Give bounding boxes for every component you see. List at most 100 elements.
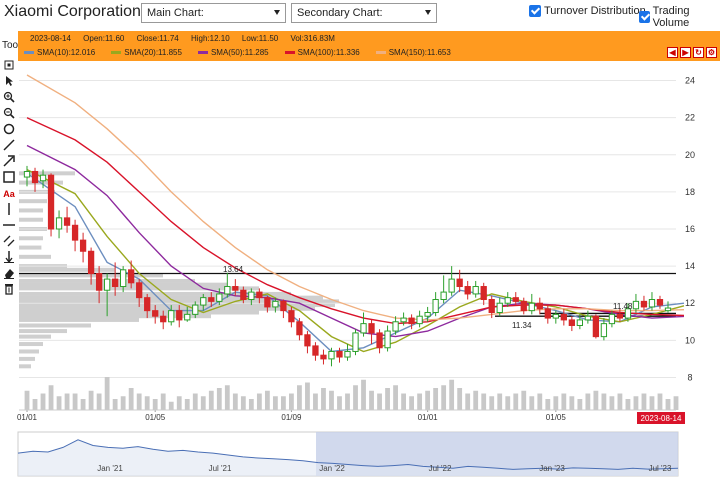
volume-bar <box>345 393 350 410</box>
navigator-tick-label: Jan '23 <box>539 464 565 473</box>
volume-bar <box>657 393 663 410</box>
line-icon[interactable] <box>2 139 16 153</box>
navigator[interactable]: Jan '21 Jul '21 Jan '22 Jul '22 Jan '23 Jul '… <box>17 431 679 477</box>
checkbox-checked-icon[interactable] <box>529 5 541 17</box>
turnover-bar <box>19 356 35 361</box>
y-tick-label: 10 <box>685 335 695 345</box>
turnover-distribution-checkbox[interactable]: Turnover Distribution <box>529 5 646 17</box>
candle-body <box>352 332 359 352</box>
turnover-bar <box>19 364 31 369</box>
circle-icon[interactable] <box>2 123 16 137</box>
horizontal-line-icon[interactable] <box>2 219 16 233</box>
candle-body <box>111 278 119 288</box>
candle-body <box>512 297 519 302</box>
volume-bar <box>633 396 639 410</box>
candle-body <box>23 170 31 178</box>
settings-icon[interactable]: ⚙ <box>706 47 717 58</box>
candle-body <box>200 297 207 306</box>
measure-icon[interactable] <box>2 251 16 265</box>
rectangle-icon[interactable] <box>2 171 16 185</box>
volume-bar <box>537 393 543 410</box>
turnover-bar <box>19 299 339 304</box>
volume-bar <box>280 396 286 410</box>
volume-bar <box>64 393 70 410</box>
volume-bar <box>377 393 382 410</box>
candle-body <box>416 315 423 325</box>
navigator-tick-label: Jan '21 <box>97 464 123 473</box>
axis-labels: 13.64 11.34 11.48 <box>223 265 633 330</box>
x-tick-label: 01/09 <box>281 413 302 422</box>
volume-bar <box>489 396 495 410</box>
candle-body <box>248 291 255 301</box>
main-chart-select[interactable]: Main Chart: <box>141 3 286 23</box>
turnover-bar <box>19 314 211 319</box>
sma-line <box>26 168 685 353</box>
volume-bar <box>305 382 310 410</box>
trash-icon[interactable] <box>2 283 16 297</box>
candle-body <box>39 174 47 182</box>
candle-body <box>592 315 600 338</box>
candle-body <box>152 310 159 317</box>
candle-body <box>79 239 87 252</box>
candle-body <box>232 286 239 291</box>
arrow-right-icon[interactable]: ▶ <box>680 47 691 58</box>
eraser-icon[interactable] <box>2 267 16 281</box>
pointer-icon[interactable] <box>2 60 16 74</box>
refresh-icon[interactable]: ↻ <box>693 47 704 58</box>
candle-body <box>216 293 223 302</box>
legend-swatch-icon <box>284 51 295 54</box>
parallel-lines-icon[interactable] <box>2 235 16 249</box>
chevron-down-icon <box>425 10 431 15</box>
volume-bar <box>329 390 334 410</box>
x-tick-label: 01/05 <box>546 413 567 422</box>
volume-bar <box>561 393 567 410</box>
turnover-bar <box>19 171 75 176</box>
zoom-out-icon[interactable] <box>2 107 16 121</box>
volume-bar <box>272 396 278 410</box>
candle-body <box>87 250 95 275</box>
text-icon[interactable]: Aa <box>3 189 15 199</box>
zoom-in-icon[interactable] <box>2 91 16 105</box>
candle-body <box>192 304 199 315</box>
candle-body <box>63 217 71 226</box>
volume-bar <box>40 393 46 410</box>
x-tick-label: 01/05 <box>145 413 166 422</box>
y-tick-label: 8 <box>687 372 692 382</box>
volume-bar <box>513 393 519 410</box>
volume-bar <box>441 385 447 410</box>
candle-body <box>656 299 664 306</box>
sma-legend-item: SMA(50):11.285 <box>197 48 269 57</box>
volume-bar <box>136 393 142 410</box>
resistance-level-label: 11.48 <box>613 302 633 311</box>
turnover-bar <box>19 317 139 322</box>
ohlc-open: Open:11.60 <box>83 34 125 43</box>
candle-body <box>568 319 575 326</box>
checkbox-checked-icon[interactable] <box>639 11 650 23</box>
secondary-chart-select[interactable]: Secondary Chart: <box>291 3 437 23</box>
cursor-icon[interactable] <box>2 75 16 89</box>
ohlc-info-bar: 2023-08-14 Open:11.60 Close:11.74 High:1… <box>18 31 720 61</box>
sma-legend-label: SMA(150):11.653 <box>388 48 451 57</box>
volume-bar <box>321 388 326 410</box>
candle-body <box>472 286 479 295</box>
candle-body <box>400 317 407 323</box>
candle-body <box>296 321 303 336</box>
candle-body <box>288 310 295 323</box>
volume-bar <box>152 399 158 410</box>
candle-body <box>304 334 311 347</box>
turnover-bar <box>19 236 43 241</box>
vertical-line-icon[interactable] <box>2 203 16 217</box>
arrow-left-icon[interactable]: ◀ <box>667 47 678 58</box>
volume-bar <box>433 388 439 410</box>
candle-body <box>31 170 39 184</box>
candle-body <box>280 300 287 312</box>
volume-bar <box>168 401 174 410</box>
secondary-chart-select-label: Secondary Chart: <box>297 7 383 19</box>
volume-bar <box>24 390 30 410</box>
trading-volume-checkbox[interactable]: Trading Volume <box>639 5 720 29</box>
chart-grid: 24 22 20 18 16 14 12 10 8 01/01 01/05 01/09 01/01 01/… <box>17 76 695 422</box>
arrow-icon[interactable] <box>2 155 16 169</box>
top-toolbar: Xiaomi Corporation Main Chart: Secondary… <box>0 0 720 29</box>
volume-bar <box>232 393 238 410</box>
